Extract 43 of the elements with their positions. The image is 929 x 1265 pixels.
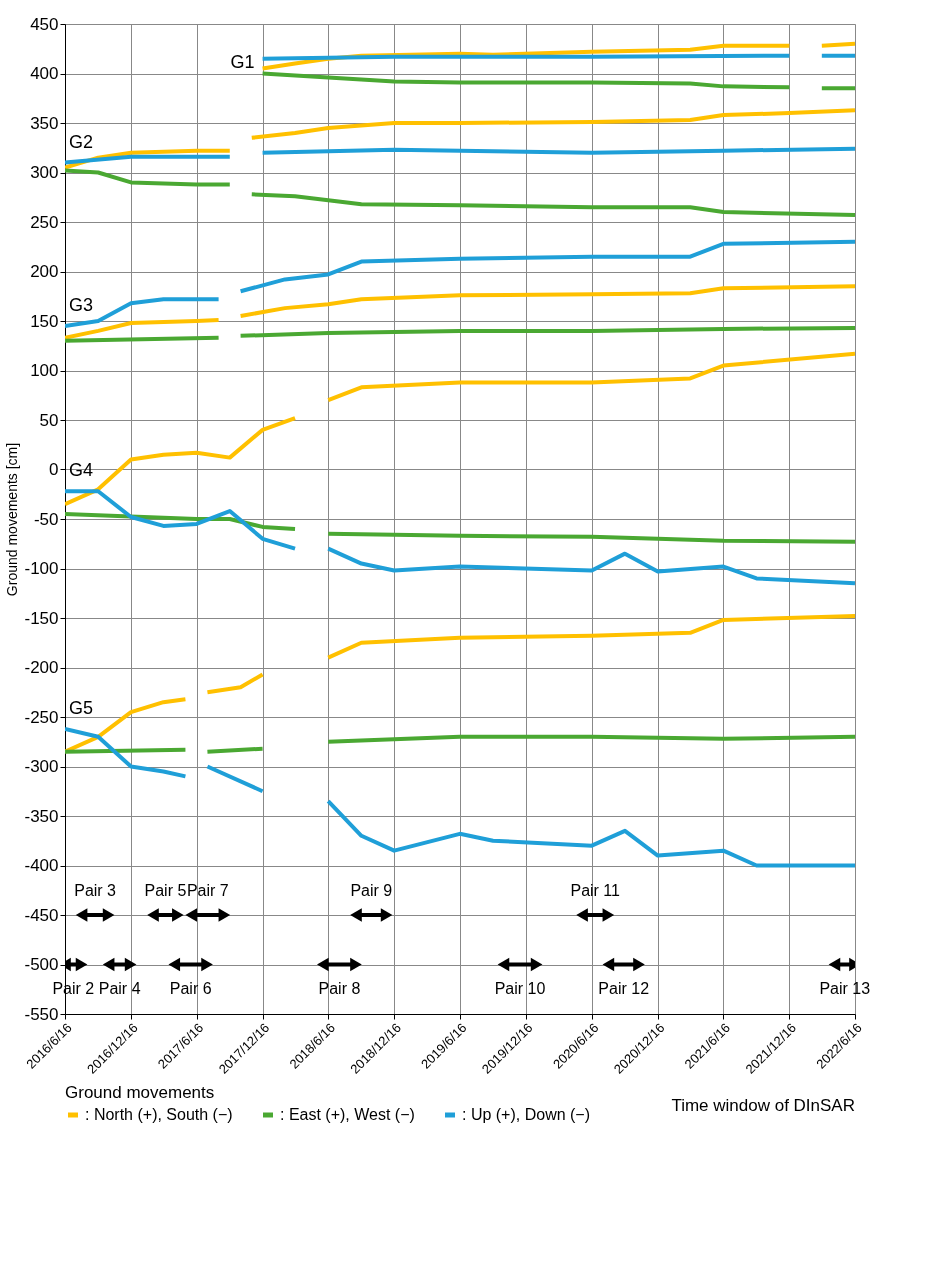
annotation: G4 — [69, 460, 94, 481]
y-tick-label: -500 — [24, 955, 59, 974]
y-tick-label: -50 — [33, 509, 59, 529]
y-tick-label: 50 — [39, 410, 59, 430]
y-tick-label: -100 — [24, 559, 59, 578]
y-tick-label: -150 — [24, 608, 59, 628]
series-label: Pair 12 — [598, 979, 650, 997]
y-tick-label: 200 — [30, 262, 59, 281]
annotation: G5 — [69, 697, 94, 718]
annotation: G3 — [69, 294, 94, 315]
legend-label: : North (+), South (−) — [85, 1106, 233, 1123]
series-label: Pair 5 — [144, 882, 187, 899]
y-tick-label: -200 — [24, 658, 59, 677]
y-tick-label: 150 — [30, 311, 59, 331]
series-label: Pair 3 — [74, 882, 117, 899]
y-tick-label: 400 — [30, 64, 59, 83]
y-tick-label: 100 — [30, 361, 59, 380]
y-tick-label: -550 — [24, 1004, 59, 1024]
y-tick-label: 450 — [30, 14, 59, 34]
series-label: Pair 10 — [494, 979, 546, 997]
series-label: Pair 9 — [350, 882, 393, 899]
annotation: G2 — [69, 131, 94, 152]
y-tick-label: 350 — [30, 113, 59, 133]
annotation: G1 — [230, 51, 255, 72]
y-axis-title: Ground movements [cm] — [4, 442, 21, 597]
series-label: Pair 4 — [98, 979, 141, 997]
y-tick-label: 250 — [30, 212, 59, 232]
legend-title: Ground movements — [65, 1083, 215, 1102]
y-tick-label: 300 — [30, 163, 59, 182]
series-label: Pair 8 — [318, 979, 361, 997]
series-label: Pair 7 — [186, 882, 229, 899]
y-tick-label: -400 — [24, 856, 59, 875]
y-tick-label: -450 — [24, 905, 59, 925]
legend-label: : Up (+), Down (−) — [462, 1106, 591, 1123]
legend-label: : East (+), West (−) — [280, 1106, 415, 1123]
series-label: Pair 11 — [570, 882, 621, 899]
series-label: Pair 13 — [819, 979, 871, 997]
y-tick-label: -350 — [24, 806, 59, 826]
y-tick-label: -300 — [24, 757, 59, 776]
series-label: Pair 6 — [169, 979, 212, 997]
y-tick-label: -250 — [24, 707, 59, 727]
text: Time window of DInSAR — [671, 1096, 855, 1115]
y-tick-label: 0 — [49, 460, 59, 479]
